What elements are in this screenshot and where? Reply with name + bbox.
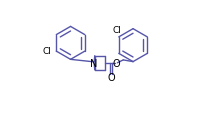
Text: Cl: Cl: [43, 47, 52, 56]
Text: N: N: [90, 58, 97, 68]
Text: Cl: Cl: [112, 26, 121, 35]
Text: O: O: [107, 72, 115, 82]
Text: O: O: [112, 58, 120, 68]
